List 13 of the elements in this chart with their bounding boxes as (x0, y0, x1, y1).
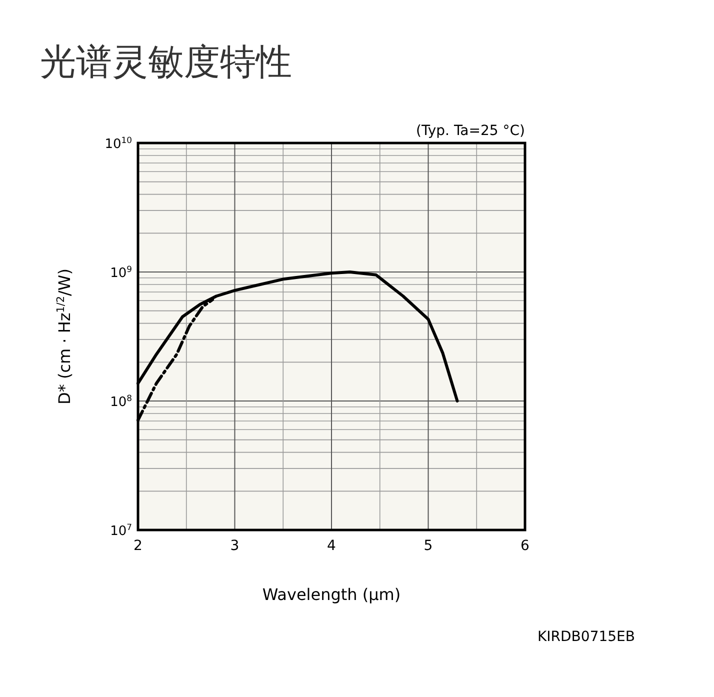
text: KIRDB0715EB (537, 629, 635, 645)
y-tick-label: 10$^{7}$ (110, 522, 132, 539)
x-axis-title: Wavelength (μm) (262, 585, 401, 604)
text: (Typ. Ta=25 °C) (416, 123, 525, 139)
chart-title: 光谱灵敏度特性 (40, 42, 292, 83)
x-tick-label: 6 (520, 538, 530, 554)
x-tick-label: 4 (327, 538, 336, 554)
x-tick-label: 3 (230, 538, 240, 554)
y-tick-label: 10$^{10}$ (104, 135, 132, 152)
x-tick-label: 2 (134, 538, 142, 554)
x-tick-label: 5 (424, 538, 433, 554)
y-tick-label: 10$^{8}$ (110, 393, 132, 410)
y-tick-label: 10$^{9}$ (110, 264, 132, 281)
